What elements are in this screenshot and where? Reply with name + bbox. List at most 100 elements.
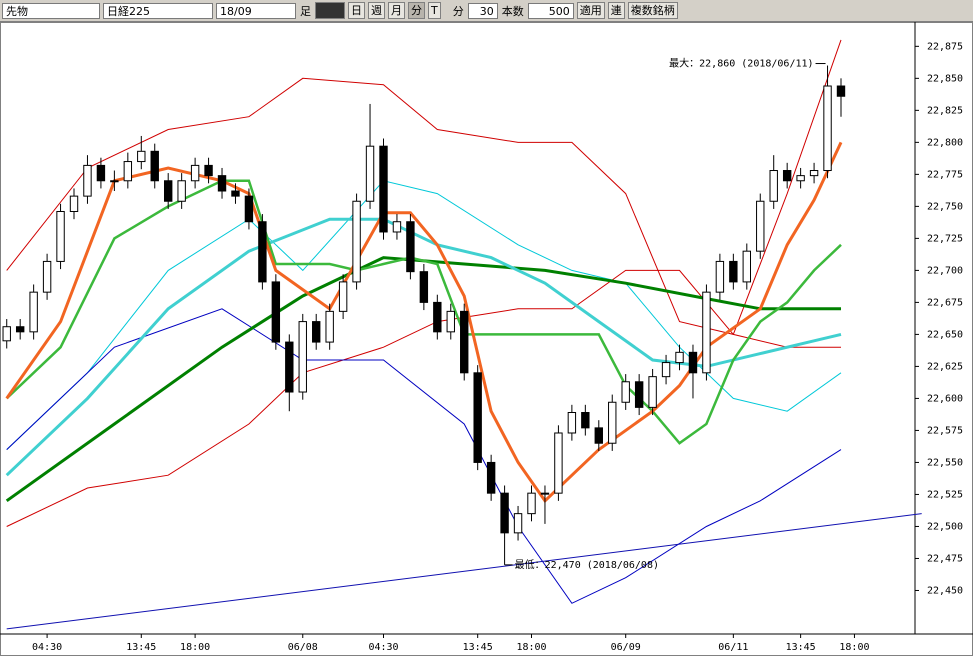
toolbar: 先物 日経225 18/09 足 日 週 月 分 T 分 30 本数 500 適… bbox=[0, 0, 973, 22]
color-button[interactable] bbox=[315, 2, 345, 19]
y-tick-label: 22,825 bbox=[927, 105, 963, 116]
candle-body bbox=[312, 321, 321, 343]
candle-body bbox=[123, 161, 133, 182]
interval-input[interactable]: 30 bbox=[467, 2, 498, 19]
candle-body bbox=[2, 326, 11, 342]
indicator-line bbox=[5, 141, 843, 504]
week-button[interactable]: 週 bbox=[368, 2, 385, 19]
candle-body bbox=[661, 362, 671, 378]
indicator-line bbox=[6, 513, 922, 630]
y-tick-label: 22,550 bbox=[927, 457, 963, 468]
x-tick-label: 04:30 bbox=[368, 642, 398, 653]
indicator-line bbox=[5, 256, 841, 503]
y-tick-label: 22,775 bbox=[927, 169, 963, 180]
candle-body bbox=[742, 250, 752, 283]
count-label: 本数 bbox=[501, 4, 524, 18]
product-select[interactable]: 先物 bbox=[2, 2, 100, 19]
candle-body bbox=[217, 175, 227, 192]
y-tick-label: 22,625 bbox=[927, 361, 963, 372]
y-tick-label: 22,650 bbox=[927, 329, 963, 340]
max-annotation: 最大：22,860 (2018/06/11) bbox=[669, 57, 813, 70]
candle-body bbox=[527, 492, 536, 515]
x-tick-label: 13:45 bbox=[786, 642, 816, 653]
unit-label: 分 bbox=[452, 4, 464, 18]
candle-body bbox=[782, 170, 792, 182]
candle-body bbox=[809, 170, 819, 177]
candle-body bbox=[69, 195, 79, 212]
candle-body bbox=[594, 427, 603, 444]
y-tick-label: 22,675 bbox=[927, 297, 963, 308]
candle-body bbox=[298, 321, 307, 393]
x-tick-label: 06/08 bbox=[288, 642, 318, 653]
candle-body bbox=[338, 281, 348, 312]
y-tick-label: 22,450 bbox=[927, 585, 963, 596]
candle-body bbox=[190, 164, 200, 182]
x-tick-label: 18:00 bbox=[839, 642, 869, 653]
candle-body bbox=[365, 145, 375, 202]
candle-body bbox=[56, 210, 65, 262]
x-tick-label: 13:45 bbox=[126, 642, 156, 653]
candle-body bbox=[150, 150, 159, 182]
y-tick-label: 22,850 bbox=[927, 73, 963, 84]
candle-body bbox=[621, 381, 630, 403]
candle-body bbox=[96, 164, 106, 182]
candle-body bbox=[433, 301, 442, 333]
candle-body bbox=[285, 341, 294, 393]
indicator-line bbox=[6, 269, 841, 527]
indicator-line bbox=[5, 217, 842, 477]
month-button[interactable]: 月 bbox=[388, 2, 405, 19]
candle-body bbox=[29, 291, 38, 333]
candle-body bbox=[419, 271, 429, 303]
candle-body bbox=[110, 180, 119, 183]
x-tick-label: 04:30 bbox=[32, 642, 62, 653]
y-tick-label: 22,800 bbox=[927, 137, 963, 148]
candle-body bbox=[325, 310, 334, 343]
candle-body bbox=[83, 164, 92, 197]
candle-body bbox=[608, 401, 617, 444]
x-tick-label: 06/09 bbox=[611, 642, 641, 653]
y-tick-label: 22,750 bbox=[927, 201, 963, 212]
y-tick-label: 22,500 bbox=[927, 521, 963, 532]
candle-body bbox=[567, 412, 577, 434]
y-tick-label: 22,700 bbox=[927, 265, 963, 276]
candle-body bbox=[271, 281, 281, 343]
candle-body bbox=[15, 326, 25, 333]
candle-body bbox=[581, 412, 590, 429]
candle-body bbox=[836, 85, 846, 97]
index-select[interactable]: 日経225 bbox=[103, 2, 213, 19]
candle-body bbox=[554, 432, 563, 494]
bar-label: 足 bbox=[300, 4, 311, 18]
link-button[interactable]: 連 bbox=[607, 2, 625, 19]
candle-body bbox=[540, 492, 550, 495]
contract-select[interactable]: 18/09 bbox=[216, 2, 296, 19]
candle-body bbox=[42, 260, 52, 293]
minute-button[interactable]: 分 bbox=[408, 2, 425, 19]
candle-body bbox=[406, 221, 415, 273]
count-input[interactable]: 500 bbox=[527, 2, 574, 19]
chart: 22,450 22,475 22,500 22,525 22,550 22,575 22,6… bbox=[0, 22, 973, 656]
candle-body bbox=[756, 200, 765, 252]
candle-body bbox=[500, 492, 509, 534]
candle-body bbox=[715, 260, 725, 293]
apply-button[interactable]: 適用 bbox=[576, 2, 605, 19]
candle-body bbox=[486, 461, 496, 494]
tick-button[interactable]: T bbox=[428, 2, 441, 19]
day-button[interactable]: 日 bbox=[348, 2, 365, 19]
indicator-line bbox=[6, 39, 842, 335]
candle-body bbox=[769, 170, 778, 202]
candle-body bbox=[204, 164, 213, 177]
candle-body bbox=[729, 260, 738, 283]
candle-body bbox=[163, 180, 173, 202]
multi-button[interactable]: 複数銘柄 bbox=[627, 2, 678, 19]
candle-body bbox=[379, 145, 388, 233]
y-tick-label: 22,725 bbox=[927, 233, 963, 244]
candle-body bbox=[634, 381, 644, 408]
candle-body bbox=[446, 310, 455, 333]
min-annotation: 最低：22,470 (2018/06/08) bbox=[515, 558, 659, 571]
candle-body bbox=[352, 200, 361, 283]
candle-body bbox=[392, 221, 402, 233]
candle-body bbox=[513, 513, 523, 534]
candle-body bbox=[702, 291, 711, 374]
indicator-line bbox=[6, 180, 842, 450]
